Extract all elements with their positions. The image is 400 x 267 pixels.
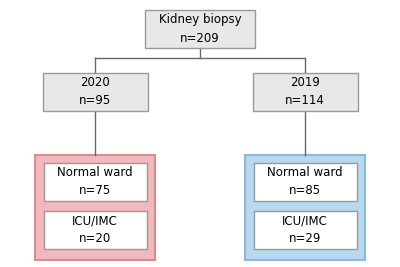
FancyBboxPatch shape	[245, 155, 365, 260]
Text: Normal ward
n=85: Normal ward n=85	[267, 167, 343, 198]
FancyBboxPatch shape	[44, 211, 146, 249]
FancyBboxPatch shape	[254, 163, 356, 201]
Text: Kidney biopsy
n=209: Kidney biopsy n=209	[159, 14, 241, 45]
FancyBboxPatch shape	[44, 163, 146, 201]
FancyBboxPatch shape	[254, 211, 356, 249]
FancyBboxPatch shape	[252, 73, 358, 111]
Text: 2020
n=95: 2020 n=95	[79, 77, 111, 108]
FancyBboxPatch shape	[145, 10, 255, 48]
FancyBboxPatch shape	[35, 155, 155, 260]
Text: Normal ward
n=75: Normal ward n=75	[57, 167, 133, 198]
Text: ICU/IMC
n=20: ICU/IMC n=20	[72, 214, 118, 245]
Text: ICU/IMC
n=29: ICU/IMC n=29	[282, 214, 328, 245]
Text: 2019
n=114: 2019 n=114	[285, 77, 325, 108]
FancyBboxPatch shape	[42, 73, 148, 111]
